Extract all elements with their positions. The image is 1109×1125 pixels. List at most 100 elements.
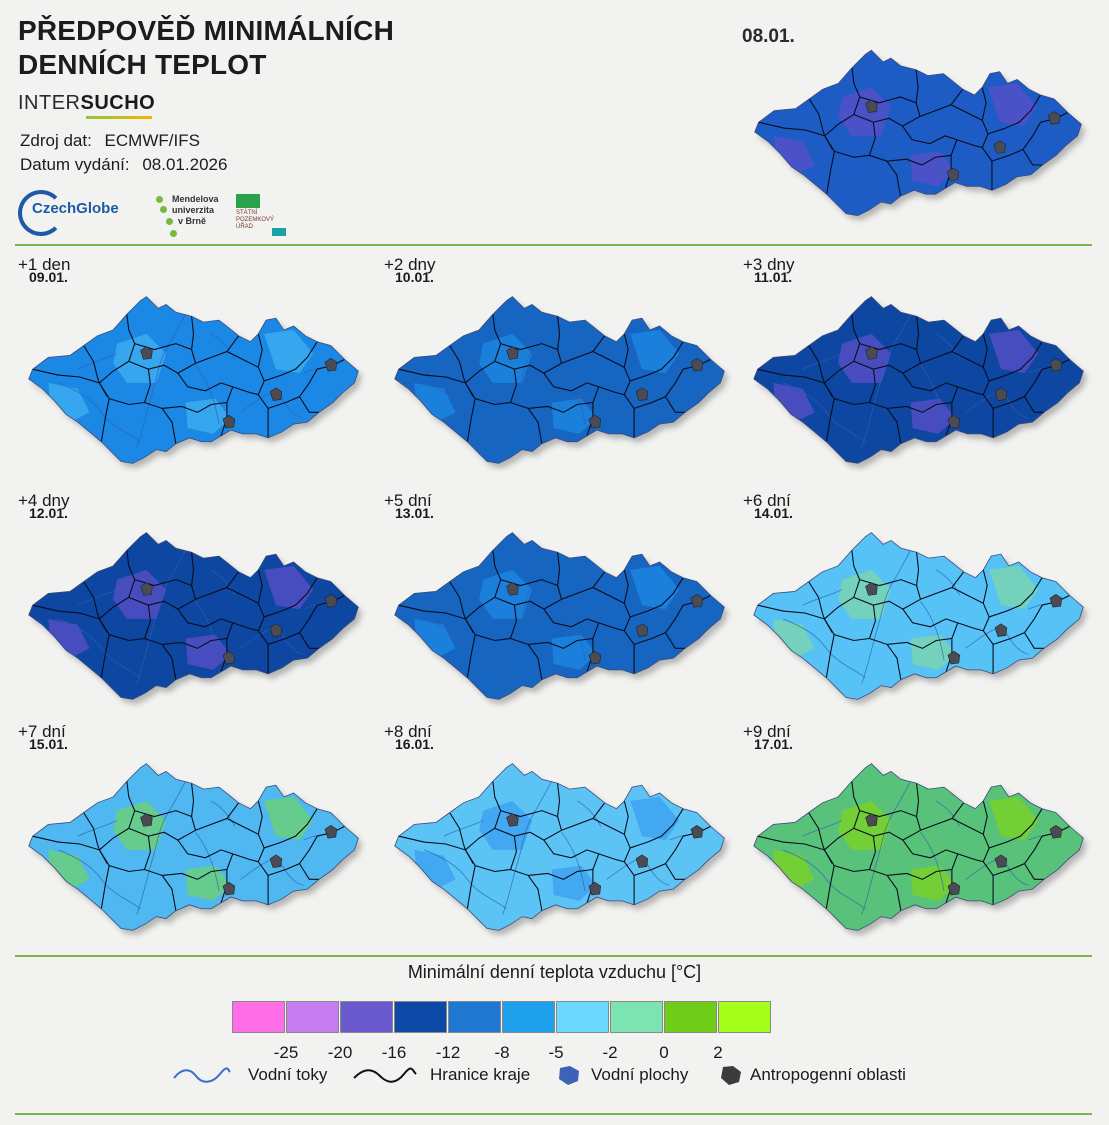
urban-area bbox=[946, 167, 960, 181]
region-border bbox=[464, 849, 476, 909]
urban-area bbox=[947, 414, 961, 429]
country-area bbox=[394, 532, 725, 700]
river-line bbox=[561, 831, 586, 892]
brand-underline bbox=[86, 116, 152, 119]
region-border bbox=[592, 818, 631, 862]
partner-logos: CzechGlobe Mendelova univerzita v Brně S… bbox=[18, 186, 318, 238]
region-border bbox=[128, 360, 196, 374]
country-area bbox=[753, 532, 1084, 700]
country-outline bbox=[753, 532, 1084, 700]
source-label: Zdroj dat: bbox=[20, 131, 92, 150]
temperature-patch bbox=[989, 565, 1039, 610]
spu-line-1: STÁTNÍ bbox=[236, 210, 258, 216]
region-border bbox=[823, 618, 835, 678]
region-border bbox=[920, 802, 965, 831]
forecast-panel: +9 dní 17.01. bbox=[743, 722, 1098, 947]
river-line bbox=[561, 364, 586, 425]
river-line bbox=[783, 849, 866, 910]
urban-area bbox=[1049, 825, 1063, 839]
region-border bbox=[83, 345, 100, 384]
region-border bbox=[951, 818, 990, 862]
forecast-date: 10.01. bbox=[395, 269, 434, 285]
region-border bbox=[543, 608, 599, 628]
region-border bbox=[509, 836, 517, 870]
region-border bbox=[191, 316, 195, 350]
river-line bbox=[136, 812, 169, 915]
region-border bbox=[629, 808, 684, 849]
urban-area bbox=[324, 594, 338, 608]
region-border bbox=[981, 87, 987, 121]
temperature-patch bbox=[551, 634, 597, 670]
region-border bbox=[263, 341, 318, 382]
river-line bbox=[136, 581, 169, 684]
region-border bbox=[902, 608, 958, 628]
czech-map bbox=[28, 763, 359, 931]
region-border bbox=[982, 569, 988, 604]
region-border bbox=[853, 360, 921, 374]
country-area bbox=[28, 296, 359, 464]
river-line bbox=[167, 550, 187, 582]
spu-line-2: POZEMKOVÝ bbox=[236, 217, 275, 223]
region-border bbox=[853, 827, 921, 841]
region-border bbox=[665, 396, 686, 413]
temperature-patch bbox=[113, 800, 167, 850]
forecast-offset-label: +1 den bbox=[18, 255, 71, 274]
river-line bbox=[892, 314, 912, 346]
color-bar-tick: -20 bbox=[327, 1043, 353, 1062]
region-border bbox=[988, 808, 1043, 849]
region-border bbox=[557, 552, 561, 586]
temperature-patch bbox=[113, 333, 167, 383]
region-border bbox=[449, 581, 466, 620]
river-line bbox=[533, 314, 553, 346]
spu-line-3: ÚŘAD bbox=[236, 224, 254, 230]
region-border bbox=[982, 800, 988, 835]
legend-water: Vodní plochy bbox=[591, 1065, 689, 1084]
legend-urban: Antropogenní oblasti bbox=[750, 1065, 906, 1084]
urban-area bbox=[324, 825, 338, 839]
temperature-patch bbox=[910, 634, 956, 670]
urban-area bbox=[506, 582, 519, 596]
region-border bbox=[475, 398, 543, 444]
river-line bbox=[58, 382, 141, 443]
brand-part-1: INTER bbox=[18, 92, 81, 114]
river-line bbox=[58, 849, 141, 910]
region-border bbox=[98, 849, 110, 909]
region-border bbox=[162, 868, 227, 880]
forecast-date: 16.01. bbox=[395, 736, 434, 752]
forecast-date: 13.01. bbox=[395, 505, 434, 521]
river-line bbox=[920, 831, 945, 892]
forecast-date: 15.01. bbox=[29, 736, 68, 752]
title-line-1: PŘEDPOVĚĎ MINIMÁLNÍCH bbox=[18, 15, 394, 46]
region-border bbox=[561, 571, 606, 600]
temperature-patch bbox=[838, 569, 892, 619]
forecast-date: 14.01. bbox=[754, 505, 793, 521]
region-border bbox=[177, 839, 233, 859]
color-swatch bbox=[232, 1001, 285, 1033]
current-date: 08.01. bbox=[742, 26, 795, 47]
mendelu-line-2: univerzita bbox=[172, 205, 215, 215]
czech-map bbox=[28, 296, 359, 464]
river-line bbox=[210, 333, 236, 360]
color-bar-tick: 0 bbox=[659, 1043, 669, 1062]
region-border bbox=[623, 333, 629, 368]
region-border bbox=[109, 865, 177, 911]
region-border bbox=[824, 550, 861, 620]
region-border bbox=[629, 341, 684, 382]
region-border bbox=[232, 853, 269, 905]
region-border bbox=[957, 622, 994, 674]
temperature-patch bbox=[630, 796, 680, 841]
forecast-panel: +6 dní 14.01. bbox=[743, 491, 1098, 716]
region-border bbox=[665, 863, 686, 880]
region-border bbox=[257, 800, 263, 835]
temperature-patch bbox=[838, 800, 892, 850]
urban-area bbox=[269, 387, 283, 401]
region-border bbox=[98, 382, 110, 442]
region-border bbox=[887, 868, 952, 880]
country-area bbox=[753, 296, 1084, 464]
river-line bbox=[892, 67, 911, 100]
region-border bbox=[561, 335, 606, 364]
region-border bbox=[162, 637, 227, 649]
temperature-patch bbox=[479, 569, 533, 619]
region-border bbox=[232, 622, 269, 674]
region-border bbox=[449, 345, 466, 384]
